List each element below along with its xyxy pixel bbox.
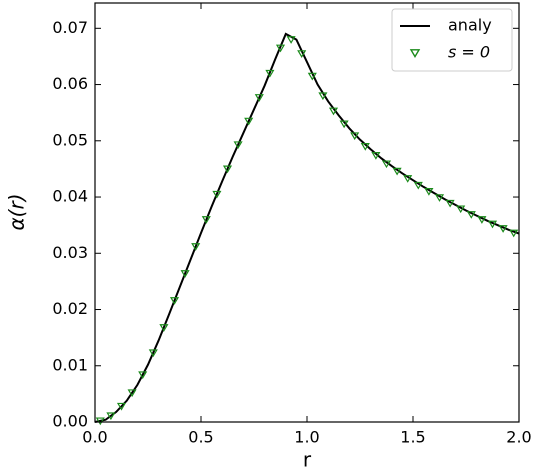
marker bbox=[445, 199, 455, 208]
marker bbox=[244, 117, 254, 126]
y-tick-label: 0.07 bbox=[52, 18, 88, 37]
marker bbox=[191, 243, 201, 251]
legend-label: analy bbox=[448, 16, 492, 35]
marker bbox=[212, 190, 222, 199]
marker bbox=[360, 143, 370, 151]
marker bbox=[318, 92, 328, 101]
marker bbox=[350, 132, 360, 141]
marker bbox=[127, 389, 137, 398]
legend-box bbox=[391, 8, 513, 72]
marker bbox=[487, 220, 498, 229]
marker bbox=[95, 417, 105, 426]
marker bbox=[466, 211, 476, 219]
marker bbox=[265, 69, 275, 78]
x-tick-label: 1.0 bbox=[294, 428, 319, 447]
x-tick-label: 0.0 bbox=[82, 428, 107, 447]
marker bbox=[403, 175, 413, 183]
x-tick-label: 2.0 bbox=[506, 428, 531, 447]
y-tick-label: 0.04 bbox=[52, 187, 88, 206]
plot-frame bbox=[94, 2, 520, 423]
marker bbox=[307, 72, 317, 81]
y-tick-label: 0.00 bbox=[52, 412, 88, 431]
y-tick-label: 0.02 bbox=[52, 299, 88, 318]
marker bbox=[148, 349, 158, 358]
x-tick-label: 1.5 bbox=[400, 428, 425, 447]
marker bbox=[413, 181, 423, 190]
marker bbox=[509, 229, 519, 238]
marker bbox=[180, 270, 190, 278]
marker bbox=[201, 216, 211, 224]
y-tick-label: 0.03 bbox=[52, 243, 88, 262]
marker bbox=[297, 50, 307, 58]
x-tick-label: 0.5 bbox=[188, 428, 213, 447]
y-axis-label: α(r) bbox=[5, 193, 29, 230]
marker bbox=[456, 205, 466, 214]
marker bbox=[424, 188, 434, 196]
marker bbox=[254, 94, 264, 102]
marker bbox=[233, 141, 243, 150]
marker bbox=[159, 324, 169, 332]
marker bbox=[286, 36, 296, 44]
marker bbox=[392, 167, 402, 176]
marker bbox=[328, 107, 339, 116]
marker bbox=[477, 216, 487, 224]
marker bbox=[169, 297, 180, 305]
legend-label: s = 0 bbox=[448, 43, 490, 62]
marker bbox=[138, 371, 148, 380]
marker bbox=[222, 165, 233, 174]
y-tick-label: 0.06 bbox=[52, 74, 88, 93]
marker bbox=[339, 120, 349, 129]
x-axis-label: r bbox=[303, 448, 312, 470]
legend-marker bbox=[409, 49, 421, 58]
y-tick-label: 0.01 bbox=[52, 355, 88, 374]
marker bbox=[498, 225, 508, 233]
marker bbox=[381, 160, 392, 169]
line bbox=[94, 32, 520, 423]
marker bbox=[434, 194, 445, 202]
y-tick-label: 0.05 bbox=[52, 130, 88, 149]
marker bbox=[275, 44, 286, 53]
marker bbox=[106, 412, 116, 421]
marker bbox=[371, 152, 381, 160]
marker bbox=[116, 402, 127, 411]
